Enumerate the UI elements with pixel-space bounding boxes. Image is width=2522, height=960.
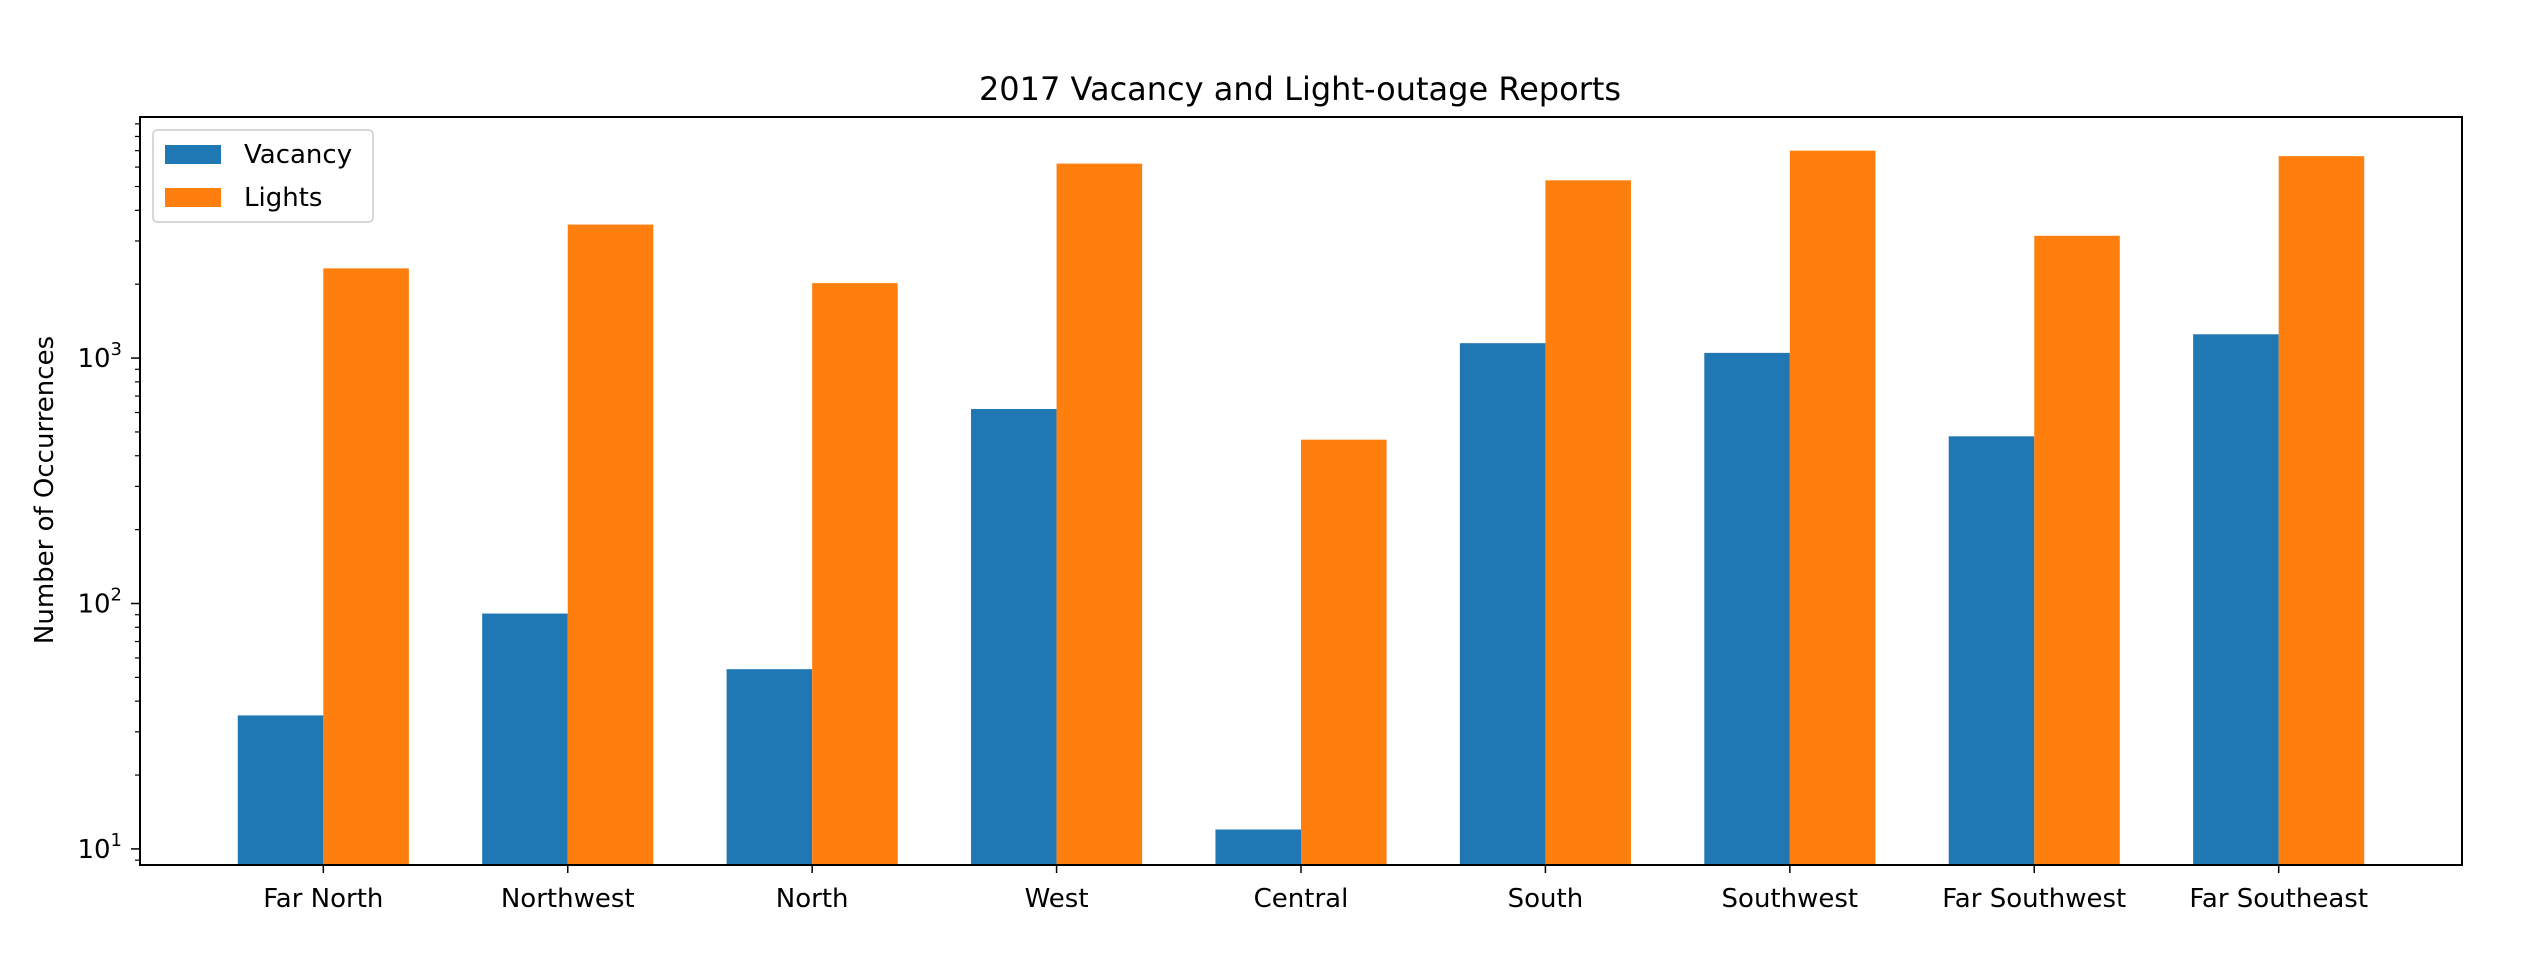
x-axis: Far North Northwest North West Central South S… [263, 865, 2368, 914]
bar-vacancy-far-southeast [2193, 334, 2279, 865]
bar-lights-northwest [567, 224, 654, 866]
bar-vacancy-southwest [1704, 352, 1790, 865]
bars-layer [237, 150, 2365, 866]
x-tick-label: Central [1254, 884, 1349, 914]
bar-lights-north [812, 283, 898, 865]
legend-label-lights: Lights [244, 183, 322, 213]
y-tick-label: 101 [77, 830, 122, 865]
x-tick-label: North [776, 884, 849, 914]
y-tick-label: 102 [77, 584, 122, 619]
chart-title: 2017 Vacancy and Light-outage Reports [979, 70, 1621, 108]
legend-swatch-lights [165, 188, 221, 207]
bar-lights-south [1545, 180, 1631, 865]
x-tick-label: Southwest [1722, 884, 1859, 914]
legend-swatch-vacancy [165, 145, 221, 164]
bar-lights-central [1301, 439, 1387, 865]
legend: Vacancy Lights [152, 129, 374, 223]
x-tick-label: Far North [263, 884, 383, 914]
bar-vacancy-west [971, 409, 1057, 865]
x-tick-label: Far Southeast [2189, 884, 2368, 914]
bar-lights-far-north [323, 268, 409, 865]
x-tick-label: Northwest [501, 884, 635, 914]
bar-lights-southwest [1789, 150, 1876, 866]
bar-vacancy-south [1459, 343, 1546, 865]
bar-lights-far-southwest [2034, 235, 2120, 865]
bar-lights-west [1056, 163, 1143, 866]
bar-vacancy-northwest [482, 613, 568, 865]
y-axis: 101 102 103 [77, 123, 140, 865]
bar-vacancy-central [1215, 829, 1301, 865]
bar-vacancy-far-southwest [1948, 436, 2035, 865]
x-tick-label: South [1508, 884, 1584, 914]
x-tick-label: Far Southwest [1942, 884, 2126, 914]
y-tick-label: 103 [77, 339, 122, 374]
bar-vacancy-far-north [237, 715, 324, 865]
legend-label-vacancy: Vacancy [244, 140, 352, 170]
bar-vacancy-north [726, 669, 813, 865]
x-tick-label: West [1025, 884, 1089, 914]
bar-lights-far-southeast [2278, 156, 2365, 865]
y-axis-label: Number of Occurrences [30, 336, 60, 644]
